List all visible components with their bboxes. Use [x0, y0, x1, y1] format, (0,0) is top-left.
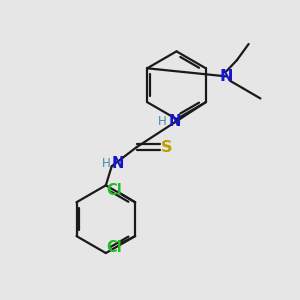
Text: S: S: [161, 140, 172, 154]
Text: Cl: Cl: [106, 183, 122, 198]
Text: N: N: [220, 69, 233, 84]
Text: H: H: [158, 115, 167, 128]
Text: H: H: [101, 157, 110, 170]
Text: N: N: [112, 156, 124, 171]
Text: Cl: Cl: [106, 239, 122, 254]
Text: N: N: [168, 114, 181, 129]
